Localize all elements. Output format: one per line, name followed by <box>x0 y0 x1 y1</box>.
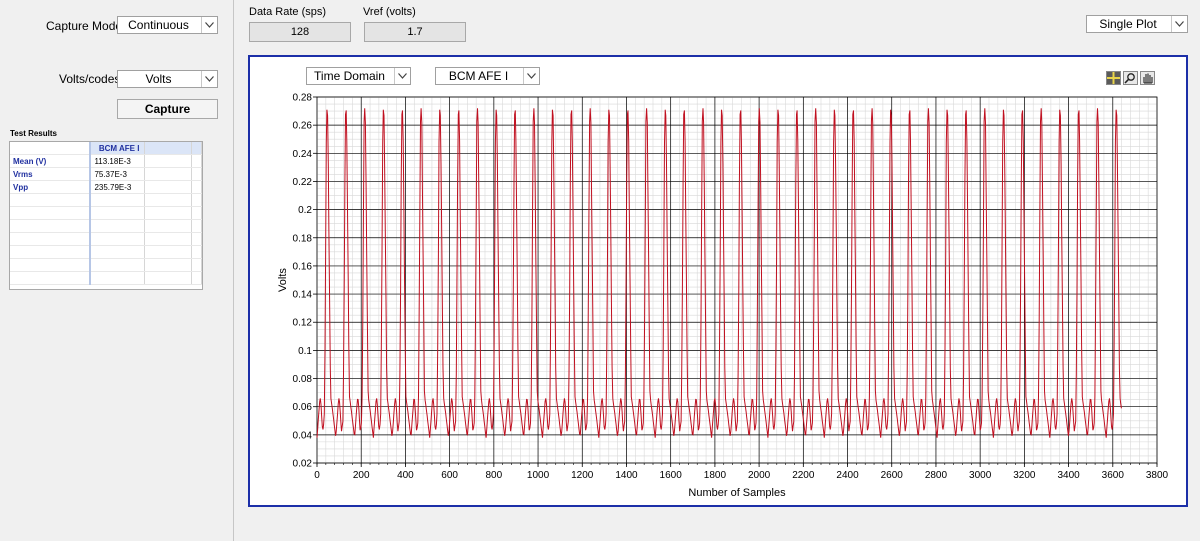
pan-hand-icon[interactable] <box>1140 71 1155 85</box>
series-line-bcm-afe-i <box>316 108 1122 438</box>
panel-divider <box>233 0 234 541</box>
y-axis-label: Volts <box>277 268 289 292</box>
y-tick-label: 0.18 <box>293 233 313 244</box>
y-tick-label: 0.1 <box>298 346 312 357</box>
y-tick-label: 0.24 <box>293 149 313 160</box>
x-tick-label: 3200 <box>1013 470 1036 481</box>
row-value: 113.18E-3 <box>90 154 145 168</box>
y-tick-label: 0.04 <box>293 430 313 441</box>
y-tick-label: 0.06 <box>293 402 313 413</box>
x-tick-label: 3800 <box>1146 470 1169 481</box>
table-row: Vrms 75.37E-3 <box>10 167 202 181</box>
x-tick-label: 3000 <box>969 470 992 481</box>
row-value: 75.37E-3 <box>90 167 145 181</box>
x-tick-label: 2400 <box>836 470 859 481</box>
channel-dropdown[interactable]: BCM AFE I <box>435 67 540 85</box>
channel-value: BCM AFE I <box>448 69 509 83</box>
x-tick-label: 1600 <box>660 470 683 481</box>
plot-mode-dropdown[interactable]: Single Plot <box>1086 15 1188 33</box>
plot-mode-value: Single Plot <box>1099 17 1157 31</box>
x-tick-label: 2000 <box>748 470 771 481</box>
row-label: Vpp <box>10 180 92 194</box>
y-tick-label: 0.12 <box>293 318 313 329</box>
capture-button[interactable]: Capture <box>117 99 218 119</box>
x-tick-label: 3600 <box>1102 470 1125 481</box>
y-tick-label: 0.16 <box>293 261 313 272</box>
vref-value: 1.7 <box>364 22 466 42</box>
x-tick-label: 200 <box>353 470 370 481</box>
x-tick-label: 400 <box>397 470 414 481</box>
x-tick-label: 1200 <box>571 470 594 481</box>
y-tick-label: 0.2 <box>298 205 312 216</box>
test-results-table: BCM AFE I Mean (V) 113.18E-3 Vrms 75.37E… <box>9 141 203 290</box>
x-tick-label: 0 <box>314 470 320 481</box>
chevron-down-icon <box>201 71 217 87</box>
y-tick-label: 0.14 <box>293 290 313 301</box>
x-tick-label: 2800 <box>925 470 948 481</box>
volts-codes-dropdown[interactable]: Volts <box>117 70 218 88</box>
table-row <box>10 258 202 272</box>
data-rate-label: Data Rate (sps) <box>249 6 327 18</box>
zoom-icon[interactable] <box>1123 71 1138 85</box>
x-tick-label: 600 <box>441 470 458 481</box>
x-tick-label: 800 <box>485 470 502 481</box>
table-row <box>10 193 202 207</box>
y-tick-label: 0.22 <box>293 177 313 188</box>
table-row <box>10 245 202 259</box>
domain-value: Time Domain <box>314 69 385 83</box>
chevron-down-icon <box>394 68 410 84</box>
table-header-row: BCM AFE I <box>10 142 202 155</box>
x-tick-label: 1000 <box>527 470 550 481</box>
volts-codes-value: Volts <box>145 72 172 86</box>
capture-mode-value: Continuous <box>128 18 189 32</box>
x-axis-label: Number of Samples <box>688 487 786 499</box>
row-label: Mean (V) <box>10 154 92 168</box>
chevron-down-icon <box>1171 16 1187 32</box>
row-label: Vrms <box>10 167 92 181</box>
x-tick-label: 1400 <box>615 470 638 481</box>
chevron-down-icon <box>201 17 217 33</box>
x-tick-label: 3400 <box>1057 470 1080 481</box>
capture-mode-dropdown[interactable]: Continuous <box>117 16 218 34</box>
cursor-icon[interactable] <box>1106 71 1121 85</box>
column-header: BCM AFE I <box>90 142 145 155</box>
x-tick-label: 2200 <box>792 470 815 481</box>
table-row: Vpp 235.79E-3 <box>10 180 202 194</box>
table-row <box>10 219 202 233</box>
y-tick-label: 0.28 <box>293 93 313 104</box>
volts-codes-label: Volts/codes <box>59 72 121 86</box>
x-tick-label: 1800 <box>704 470 727 481</box>
vref-label: Vref (volts) <box>363 6 416 18</box>
data-rate-value: 128 <box>249 22 351 42</box>
y-tick-label: 0.02 <box>293 459 313 470</box>
table-row <box>10 206 202 220</box>
table-row <box>10 232 202 246</box>
y-tick-label: 0.08 <box>293 374 313 385</box>
test-results-title: Test Results <box>10 129 57 138</box>
x-tick-label: 2600 <box>881 470 904 481</box>
chevron-down-icon <box>523 68 539 84</box>
row-value: 235.79E-3 <box>90 180 145 194</box>
table-row: Mean (V) 113.18E-3 <box>10 154 202 168</box>
y-tick-label: 0.26 <box>293 121 313 132</box>
domain-dropdown[interactable]: Time Domain <box>306 67 411 85</box>
table-row <box>10 271 202 285</box>
capture-mode-label: Capture Mode <box>46 19 123 33</box>
